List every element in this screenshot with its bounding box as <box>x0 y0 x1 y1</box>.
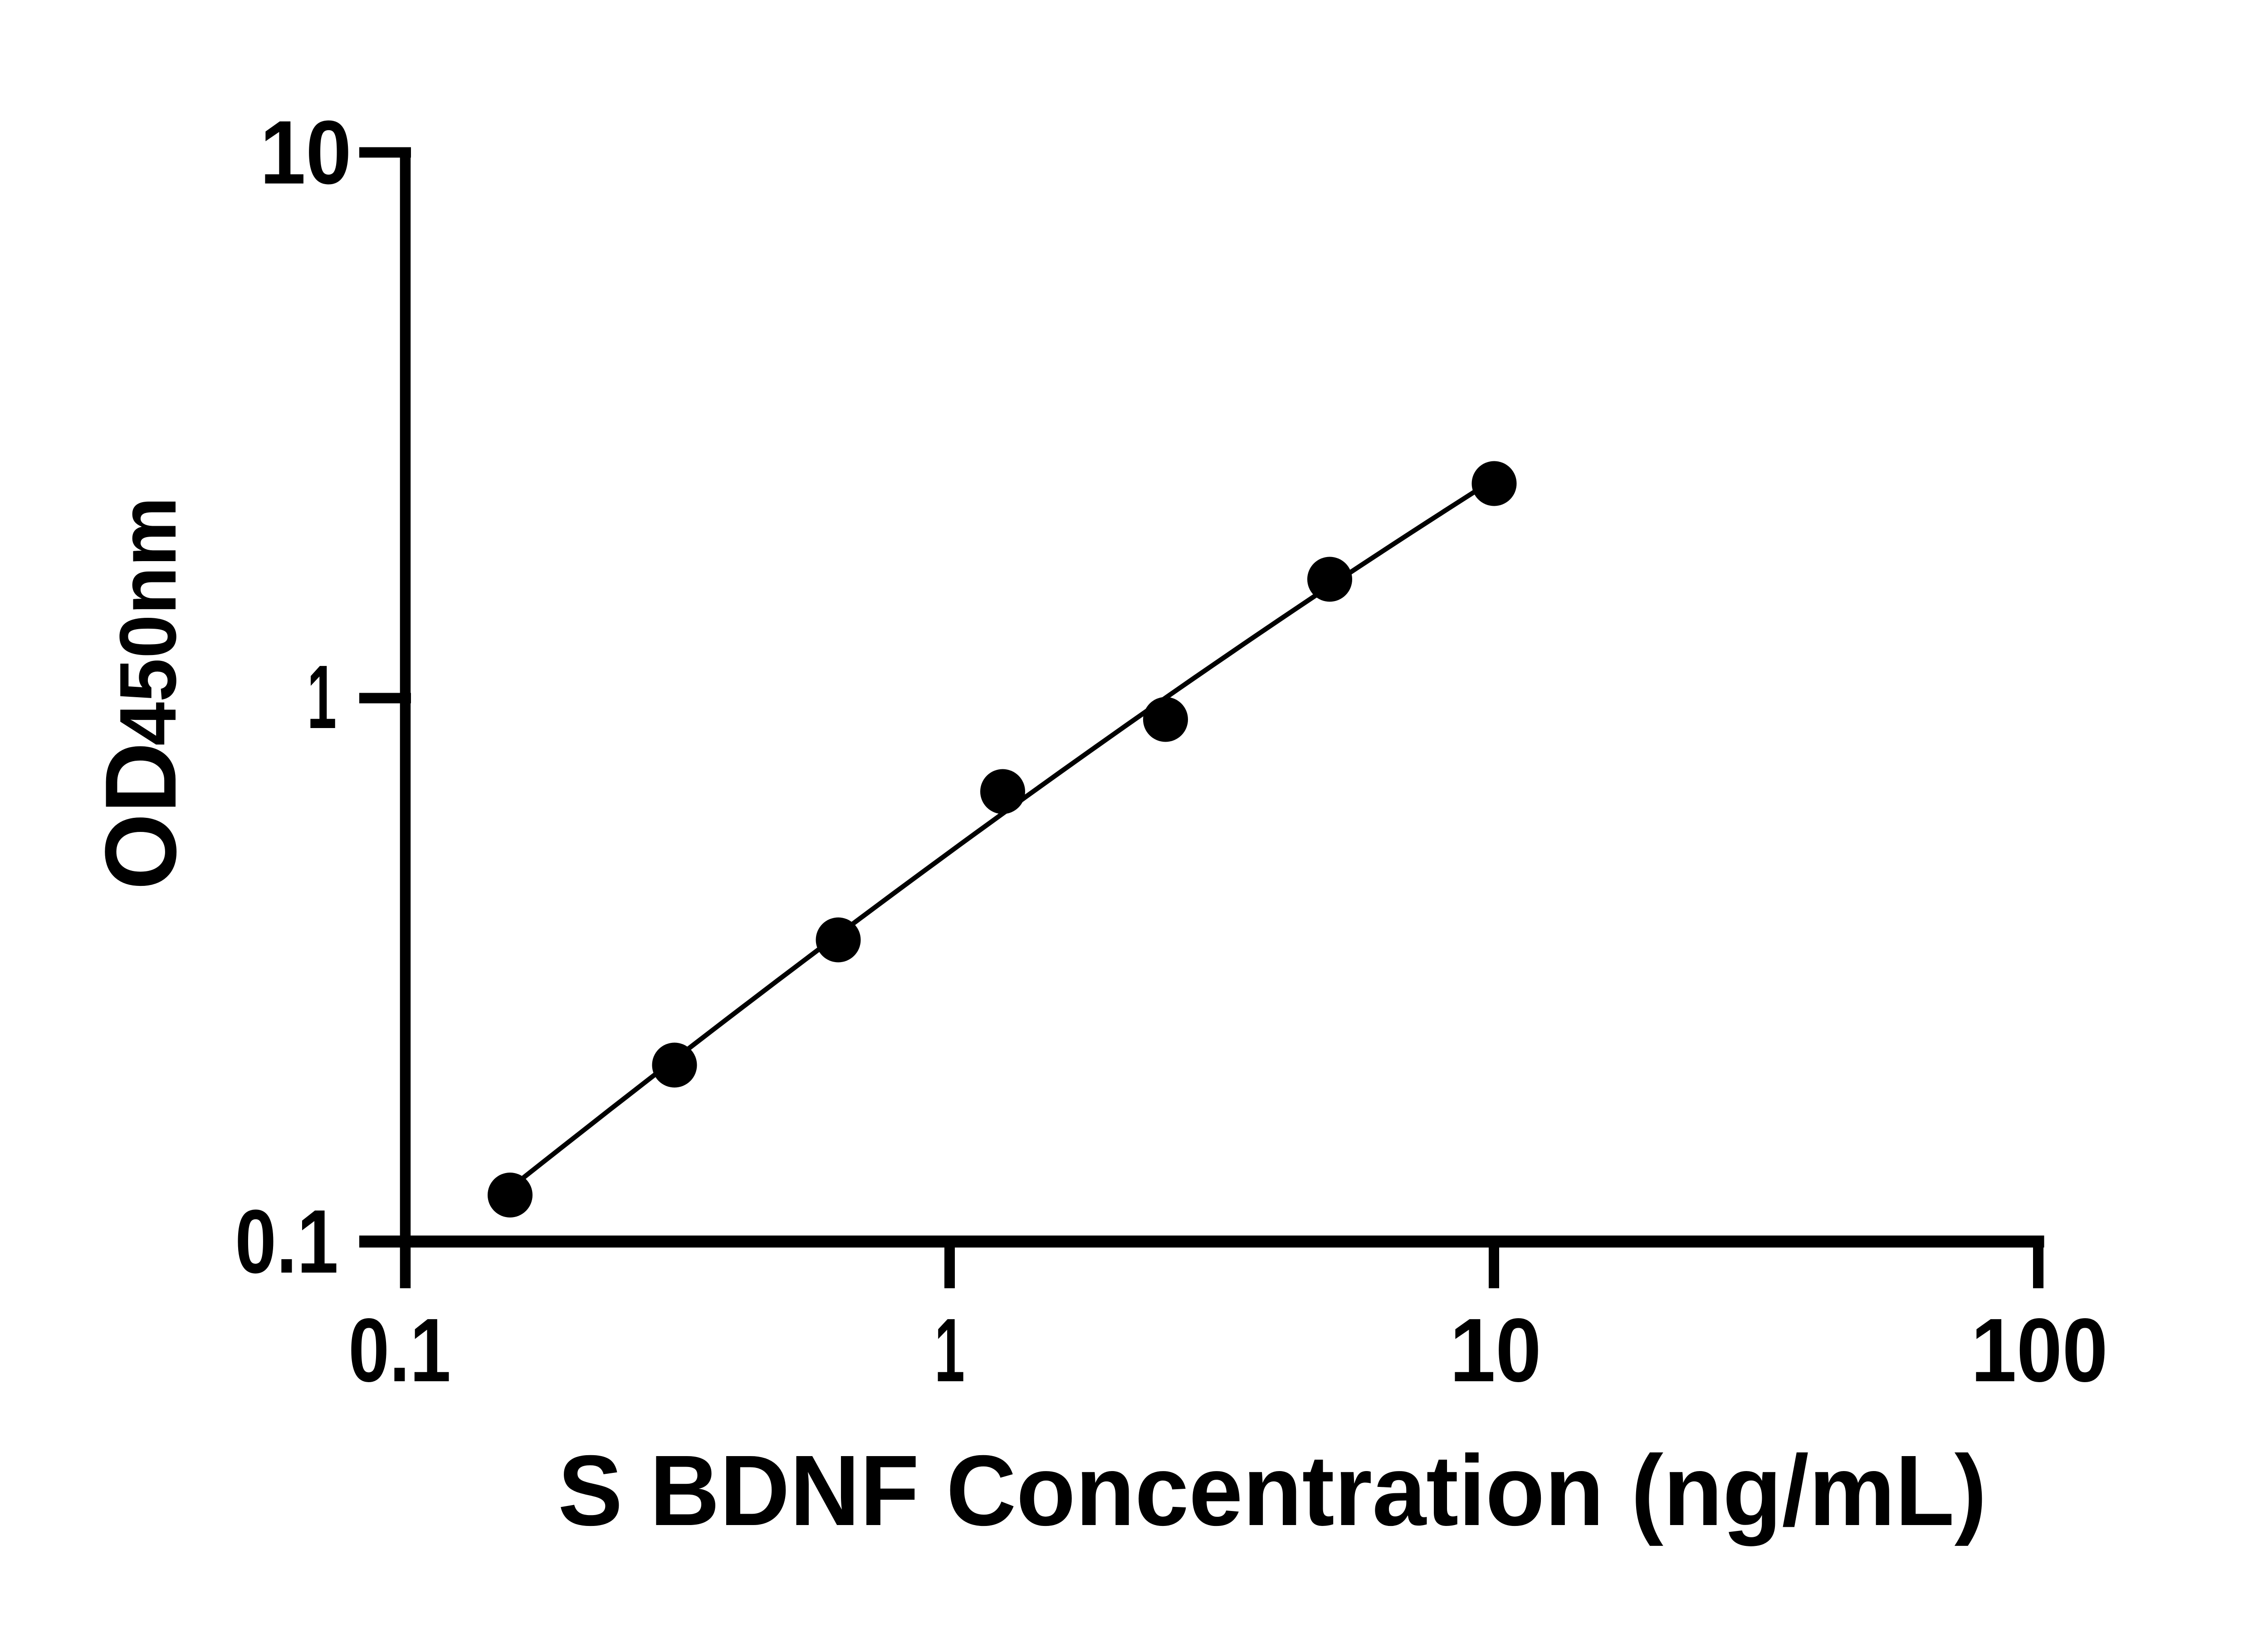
svg-text:1: 1 <box>307 647 337 748</box>
svg-text:0.1: 0.1 <box>348 1300 451 1401</box>
svg-text:OD: OD <box>84 742 197 890</box>
svg-text:450nm: 450nm <box>103 497 193 746</box>
svg-text:S BDNF Concentration (ng/mL): S BDNF Concentration (ng/mL) <box>558 1434 1987 1546</box>
svg-text:0.1: 0.1 <box>235 1192 338 1292</box>
svg-text:10: 10 <box>260 103 352 203</box>
svg-text:1: 1 <box>934 1300 965 1401</box>
svg-text:100: 100 <box>1971 1300 2108 1401</box>
svg-text:10: 10 <box>1450 1300 1541 1401</box>
